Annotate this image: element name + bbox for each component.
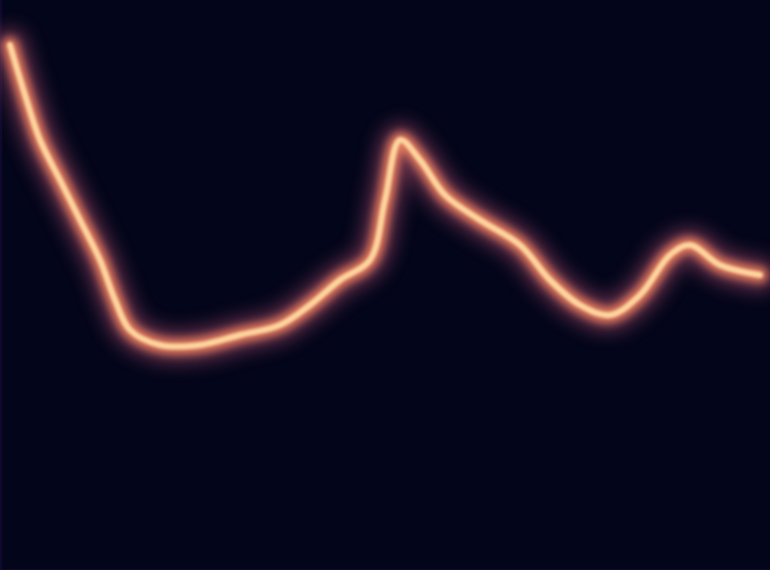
y-axis <box>1 1 2 570</box>
background <box>0 0 770 570</box>
axis-line <box>1 1 2 570</box>
trace-glow <box>10 45 760 347</box>
trace-glow <box>10 45 760 347</box>
plot-area <box>10 45 760 347</box>
chart <box>0 0 770 570</box>
trace-line <box>10 45 760 347</box>
